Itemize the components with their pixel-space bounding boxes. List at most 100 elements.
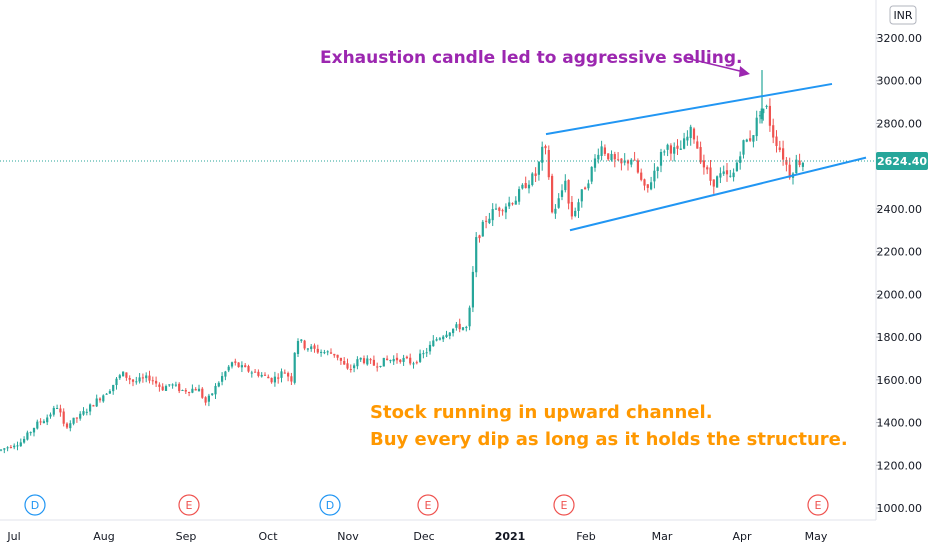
candle [752,135,755,148]
currency-badge [889,5,917,25]
candle [630,158,633,168]
candle [778,140,781,153]
candle [636,158,639,174]
channel-upper-line[interactable] [545,82,833,136]
event-marker[interactable] [553,494,575,516]
candle [712,179,715,194]
candle [366,355,369,366]
candle [508,196,511,209]
event-marker-label: E [561,499,568,512]
event-marker[interactable] [24,494,46,516]
candle [145,372,148,383]
candle [425,347,428,358]
candle [194,387,197,391]
event-marker[interactable] [319,494,341,516]
candle [164,384,168,392]
candle [692,127,696,144]
candle [287,371,290,382]
candle [379,365,382,368]
candle [306,347,309,352]
candle [735,159,738,172]
time-tick-label: Nov [337,530,359,543]
event-marker[interactable] [807,494,829,516]
candle [481,219,484,237]
event-marker-label: D [31,499,39,512]
candle [597,148,600,164]
candle [541,141,544,171]
price-axis[interactable]: 1000.00 1200.00 1400.00 1600.00 1800.00 2000.… [875,0,928,520]
candle [155,376,158,387]
candle [729,169,732,178]
candle [102,394,105,403]
candle [267,374,270,379]
candle [36,419,39,430]
candle [527,180,531,194]
candle [95,394,98,408]
candle [765,104,768,110]
candle [349,364,352,373]
candle [772,118,775,144]
time-tick-label: Dec [413,530,434,543]
candle [23,436,26,444]
candle [69,420,72,432]
time-tick-label: Sep [176,530,197,543]
currency-label: INR [893,9,912,22]
candle [128,375,131,385]
candle [386,355,389,361]
candle [669,143,672,161]
event-marker[interactable] [417,494,439,516]
candle [650,176,653,191]
candle [758,111,762,124]
candle [108,389,111,395]
candle [471,266,474,313]
candle [197,384,201,392]
candle [300,339,303,343]
candle [587,179,590,191]
candle [798,153,801,168]
candle [293,352,296,385]
candle [92,404,95,407]
candle [706,165,709,175]
candle [739,151,742,170]
candle [768,98,771,132]
candle [115,377,118,390]
price-tick-label: 2800.00 [877,117,923,130]
candle [716,175,719,188]
candle [333,353,336,358]
candle [346,358,349,370]
candle [603,144,606,156]
candle [283,369,286,374]
candle [184,388,187,395]
candle [524,176,527,189]
candle [118,373,121,380]
candle [392,355,395,365]
candle [326,350,329,356]
candle [719,167,722,184]
candle [399,359,402,364]
overlay-layer [0,82,876,232]
candle [161,383,164,392]
candle [514,196,517,205]
event-marker[interactable] [178,494,200,516]
candle [749,130,752,143]
candle [461,326,465,331]
candle [544,144,547,155]
candle [221,372,224,386]
event-marker-label: E [425,499,432,512]
channel-lower-line[interactable] [569,156,867,232]
candle [699,141,702,165]
candle [521,183,524,190]
candle [168,384,171,387]
candle [230,361,234,369]
event-marker-label: E [186,499,193,512]
candle [531,172,534,187]
candle [511,202,514,206]
time-tick-label: 2021 [495,530,526,543]
candle [0,449,3,452]
candle [475,232,478,278]
candle [217,381,220,388]
candle [405,355,408,360]
last-price-label: 2624.40 [877,155,927,168]
time-axis[interactable]: Jul Aug Sep Oct Nov Dec 2021 Feb Mar Apr May [0,519,876,543]
